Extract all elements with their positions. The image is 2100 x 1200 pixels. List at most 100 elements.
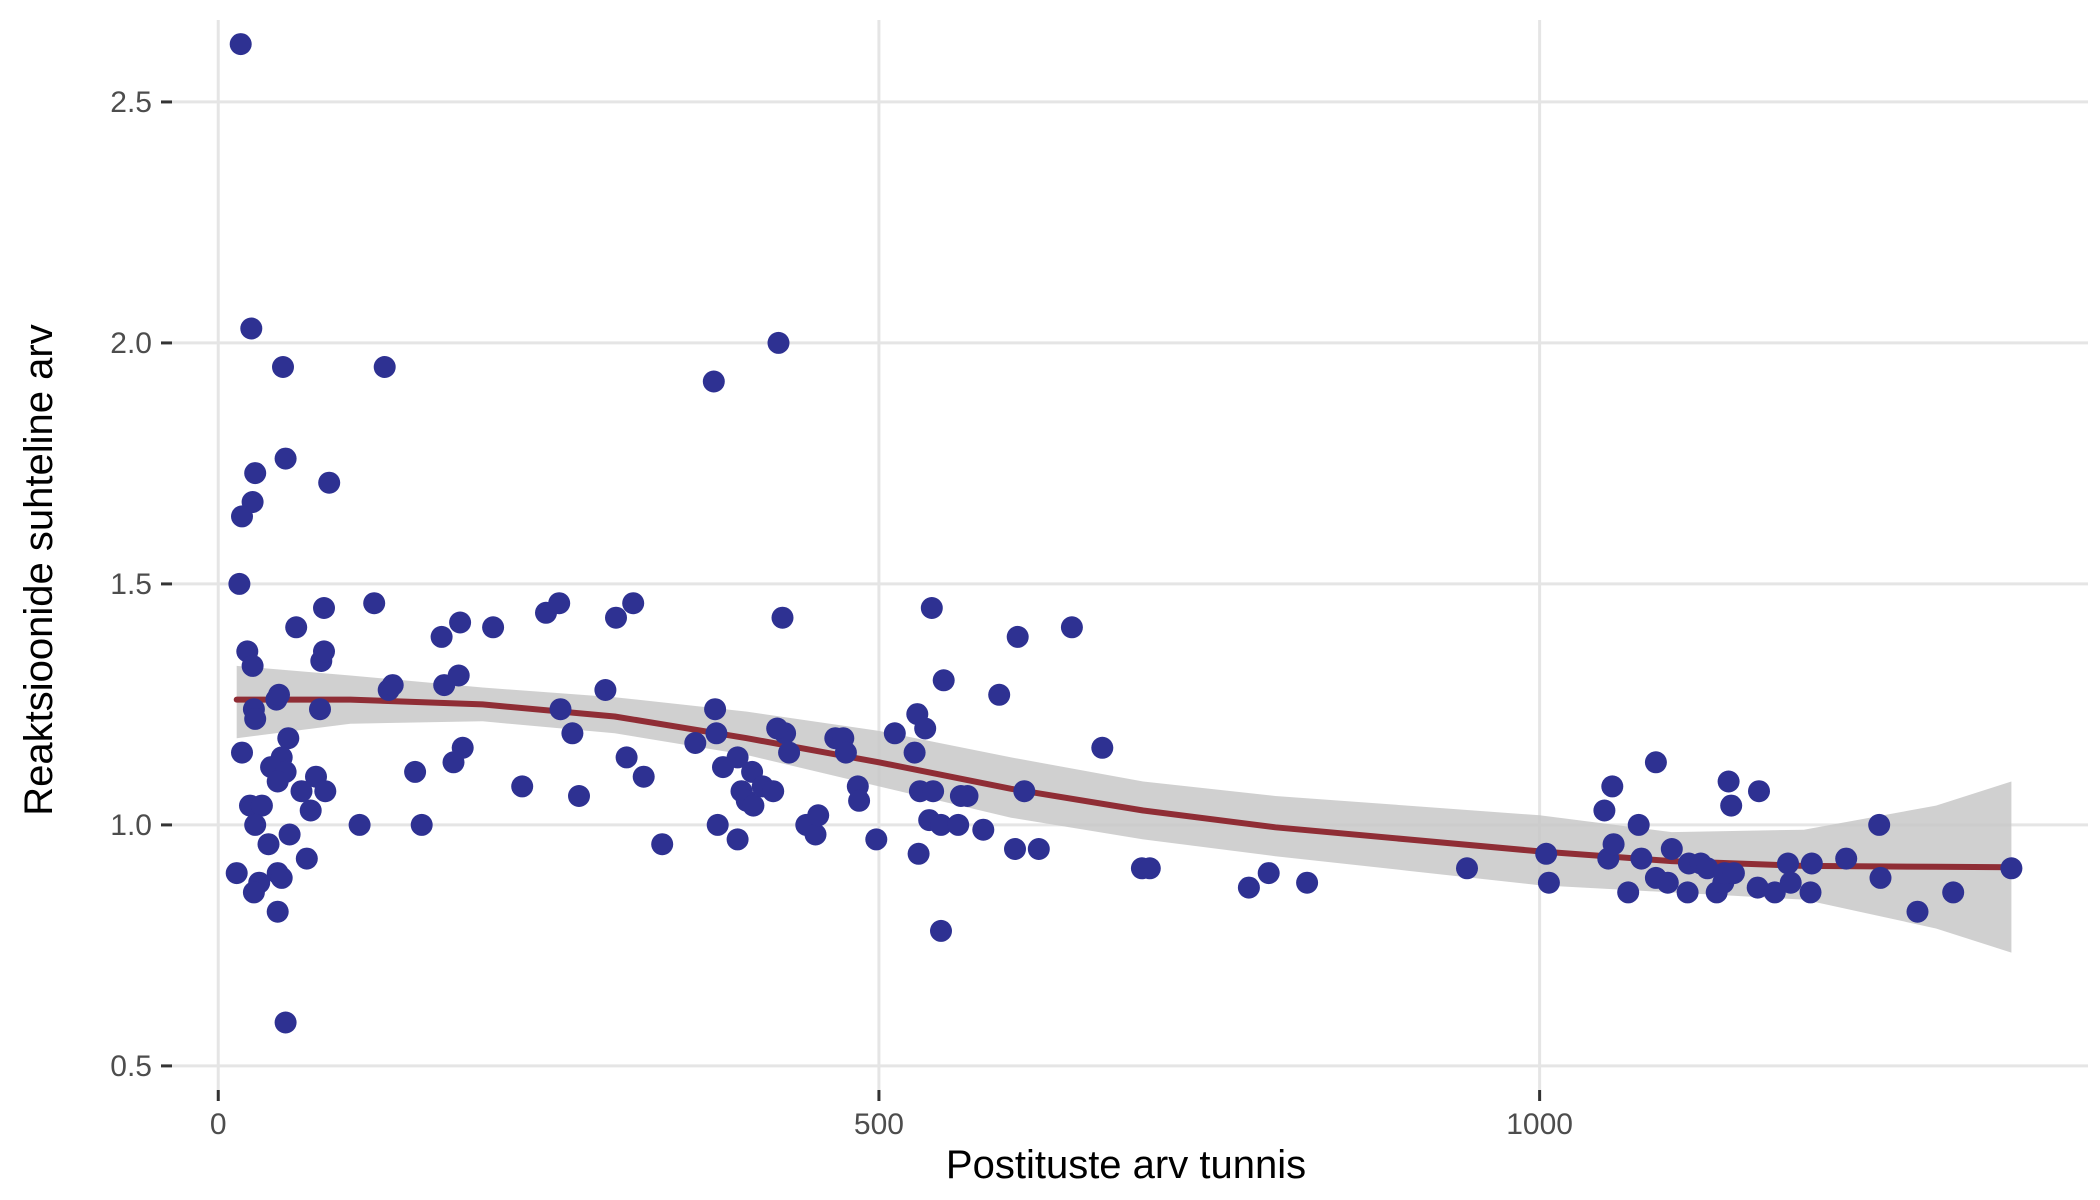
data-point [1835, 847, 1858, 870]
data-point [274, 447, 297, 470]
data-point [229, 33, 252, 56]
data-point [1799, 881, 1822, 904]
data-point [1593, 799, 1616, 822]
data-point [1676, 881, 1699, 904]
data-point [447, 664, 470, 687]
data-point [1868, 813, 1891, 836]
x-tick-label: 0 [210, 1108, 227, 1141]
data-point [1237, 876, 1260, 899]
data-point [594, 679, 617, 701]
data-point [1630, 847, 1653, 870]
data-point [449, 611, 472, 634]
data-point [1006, 625, 1029, 648]
y-tick-label: 1.0 [110, 809, 152, 842]
data-point [762, 780, 785, 803]
data-point [277, 727, 300, 750]
data-point [1091, 736, 1114, 759]
data-point [241, 654, 264, 677]
data-point [318, 471, 341, 494]
data-point [1535, 842, 1558, 865]
data-point [704, 698, 727, 721]
data-point [920, 597, 943, 619]
data-point [947, 813, 970, 836]
data-point [2000, 857, 2023, 880]
data-point [1942, 881, 1965, 904]
data-point [930, 919, 952, 942]
data-point [1763, 881, 1786, 904]
data-point [914, 717, 937, 740]
data-point [1027, 838, 1050, 860]
y-axis-ticks: 0.5 1.0 1.5 2.0 2.5 [110, 86, 172, 1083]
data-point [1060, 616, 1083, 639]
data-point [244, 707, 267, 730]
data-point [257, 833, 280, 856]
data-point [988, 683, 1011, 706]
data-point [511, 775, 534, 798]
data-point [848, 789, 871, 812]
data-point [1746, 876, 1769, 899]
data-point [348, 813, 371, 836]
data-point [242, 881, 265, 904]
y-axis-title: Reaktsioonide suhteline arv [17, 324, 61, 815]
data-point [932, 669, 955, 692]
y-tick-label: 0.5 [110, 1050, 152, 1083]
data-point [1717, 770, 1740, 793]
data-point [1800, 852, 1823, 875]
data-point [313, 597, 335, 619]
data-point [250, 794, 273, 817]
data-point [268, 683, 290, 706]
data-point [548, 592, 571, 615]
data-point [1869, 866, 1892, 889]
data-point [726, 746, 749, 769]
data-point [240, 317, 263, 340]
data-point [1777, 852, 1799, 875]
data-point [314, 780, 337, 803]
data-point [561, 722, 584, 745]
data-point [1138, 857, 1161, 880]
data-point [726, 828, 749, 851]
data-point [907, 842, 930, 865]
data-point [972, 818, 995, 841]
data-point [632, 765, 655, 788]
data-point [778, 741, 801, 764]
data-point [266, 900, 289, 923]
y-tick-label: 1.5 [110, 568, 152, 601]
data-point [410, 813, 433, 836]
data-point [225, 862, 248, 885]
data-point [742, 794, 765, 817]
data-point [278, 823, 301, 846]
data-point [807, 804, 830, 827]
data-point [1722, 862, 1745, 885]
data-point [270, 866, 293, 889]
data-point [834, 741, 857, 764]
data-point [272, 356, 294, 378]
data-point [266, 770, 289, 793]
data-point [228, 572, 251, 595]
data-point [430, 625, 453, 648]
data-point [1627, 813, 1650, 836]
data-point [299, 799, 322, 822]
data-point [1660, 838, 1683, 860]
x-tick-label: 500 [854, 1108, 904, 1141]
y-tick-label: 2.0 [110, 327, 152, 360]
data-point [706, 813, 729, 836]
data-point [568, 785, 590, 807]
data-point [1257, 862, 1280, 885]
x-tick-label: 1000 [1506, 1108, 1573, 1141]
data-point [1720, 794, 1743, 817]
data-point [702, 370, 725, 393]
grid [172, 20, 2088, 1090]
data-point [705, 722, 728, 745]
data-point [285, 616, 308, 639]
data-point [903, 741, 926, 764]
data-points [225, 33, 2023, 1034]
data-point [313, 640, 335, 663]
data-point [1013, 780, 1036, 803]
data-point [482, 616, 505, 639]
data-point [1696, 857, 1719, 880]
data-point [1296, 871, 1319, 894]
data-point [381, 674, 404, 697]
data-point [309, 698, 331, 721]
data-point [363, 592, 386, 615]
